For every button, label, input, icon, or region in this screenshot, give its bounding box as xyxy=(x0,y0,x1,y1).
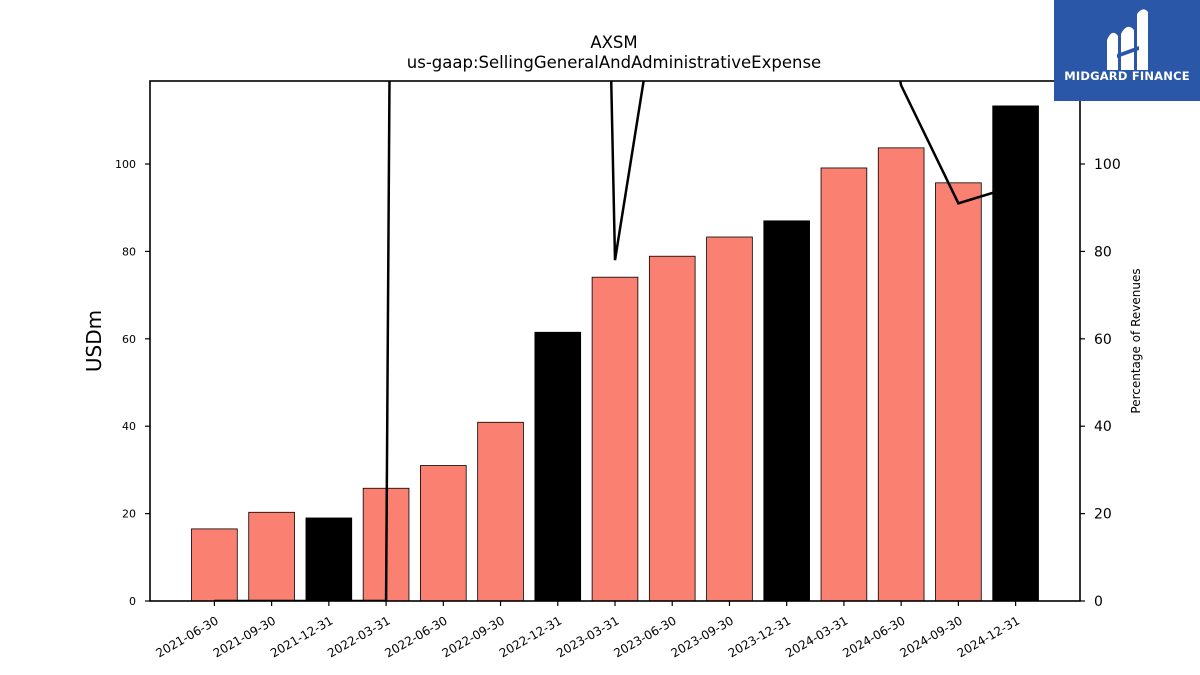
line-series xyxy=(214,81,1016,601)
x-tick-label: 2022-03-31 xyxy=(325,613,392,660)
x-tick-label: 2024-12-31 xyxy=(955,613,1022,660)
brand-name: MIDGARD FINANCE xyxy=(1064,69,1190,83)
x-tick-label: 2021-06-30 xyxy=(153,613,220,660)
x-tick-label: 2024-09-30 xyxy=(897,613,964,660)
x-tick-label: 2021-12-31 xyxy=(268,613,335,660)
bar-2023-03-31 xyxy=(591,276,639,602)
bar-series xyxy=(191,105,1039,602)
bar-2021-06-30 xyxy=(191,528,238,602)
y-tick-label: 0 xyxy=(129,595,136,608)
bar-2023-09-30 xyxy=(706,236,753,602)
x-tick-label: 2022-06-30 xyxy=(382,613,449,660)
bar-2024-06-30 xyxy=(877,147,925,602)
y2-tick-label: 60 xyxy=(1094,332,1112,348)
midgard-logo-icon xyxy=(1107,9,1148,70)
x-tick-label: 2022-12-31 xyxy=(497,613,564,660)
x-tick-label: 2023-03-31 xyxy=(554,613,621,660)
x-tick-label: 2021-09-30 xyxy=(211,613,278,660)
bar-2023-06-30 xyxy=(648,255,696,602)
y-tick-label: 60 xyxy=(122,333,136,346)
y2-axis-label: Percentage of Revenues xyxy=(1129,268,1143,413)
x-tick-label: 2024-06-30 xyxy=(840,613,907,660)
y2-tick-label: 80 xyxy=(1094,244,1112,260)
y-tick-label: 80 xyxy=(122,245,136,258)
y2-tick-label: 0 xyxy=(1094,594,1103,610)
bar-2023-12-31 xyxy=(763,220,810,602)
bar-2024-03-31 xyxy=(820,167,868,602)
bar-2021-09-30 xyxy=(248,511,295,602)
bar-2021-12-31 xyxy=(305,517,353,602)
x-tick-label: 2023-12-31 xyxy=(726,613,793,660)
bar-2022-06-30 xyxy=(420,465,467,602)
bar-2022-12-31 xyxy=(534,331,582,602)
chart-title: AXSM xyxy=(590,33,637,52)
y-axis-label: USDm xyxy=(82,310,106,372)
x-tick-label: 2023-09-30 xyxy=(669,613,736,660)
x-tick-label: 2023-06-30 xyxy=(611,613,678,660)
y-tick-label: 20 xyxy=(122,508,136,521)
bar-2022-09-30 xyxy=(477,421,524,602)
brand-logo: MIDGARD FINANCE xyxy=(1054,0,1200,101)
y2-tick-label: 40 xyxy=(1094,419,1112,435)
y-tick-label: 100 xyxy=(115,158,136,171)
y-tick-label: 40 xyxy=(122,420,136,433)
x-tick-label: 2022-09-30 xyxy=(440,613,507,660)
revenue-percentage-line xyxy=(214,81,1016,601)
y2-tick-label: 20 xyxy=(1094,507,1112,523)
bar-2024-12-31 xyxy=(992,105,1039,602)
bar-2024-09-30 xyxy=(935,182,982,602)
x-tick-label: 2024-03-31 xyxy=(783,613,850,660)
chart-subtitle: us-gaap:SellingGeneralAndAdministrativeE… xyxy=(407,53,821,72)
y2-tick-label: 100 xyxy=(1094,157,1121,173)
